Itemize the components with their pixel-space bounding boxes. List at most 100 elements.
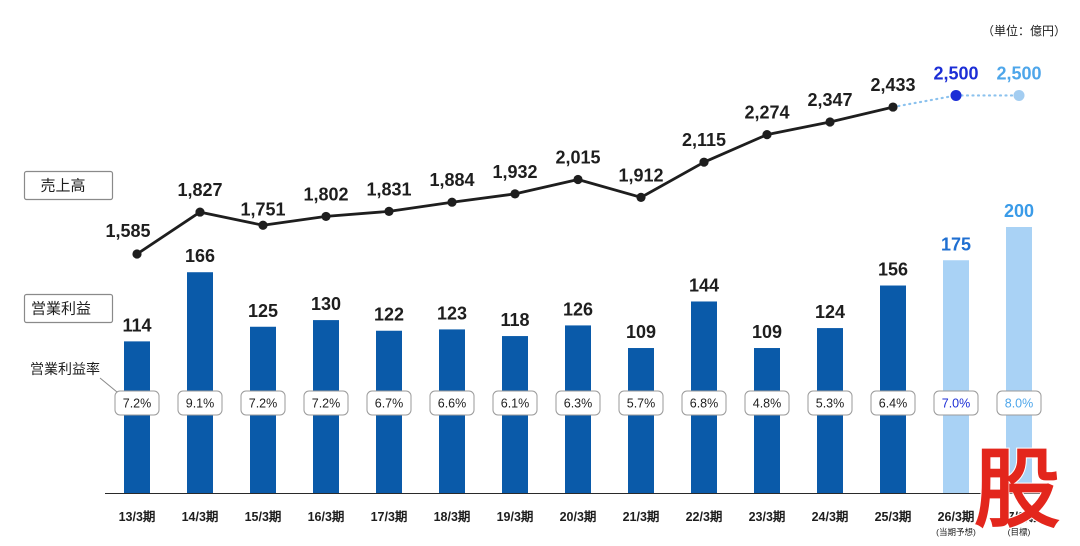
- operating-profit-bar: [943, 260, 969, 493]
- watermark-logo: 股: [974, 442, 1060, 538]
- operating-profit-value-label: 118: [500, 310, 529, 330]
- operating-margin-labels: 7.2% 9.1% 7.2% 7.2% 6.7% 6.6% 6.1% 6.3% 5.7% 6.8%…: [114, 390, 1042, 416]
- sales-legend: 売上高: [23, 170, 114, 201]
- x-tick-label: 27/3期: [1001, 509, 1038, 524]
- operating-margin-label: 7.0%: [933, 390, 979, 416]
- operating-profit-value-label: 109: [752, 322, 782, 342]
- sales-value-label: 1,932: [492, 162, 537, 182]
- sales-points: [132, 89, 1025, 259]
- operating-profit-legend-box: [23, 293, 114, 324]
- operating-profit-value-label: 126: [563, 299, 593, 319]
- sales-point: [699, 157, 709, 167]
- sales-line-segment: [828, 105, 895, 124]
- sales-line: [135, 94, 1021, 256]
- operating-margin-label: 4.8%: [744, 390, 790, 416]
- sales-line-segment: [513, 178, 580, 196]
- sales-value-label: 2,274: [744, 103, 789, 123]
- operating-profit-value-label: 122: [374, 305, 404, 325]
- operating-margin-value: 8.0%: [1005, 397, 1034, 411]
- operating-margin-box: [114, 390, 160, 416]
- sales-line-segment: [639, 160, 706, 199]
- operating-profit-value-label: 130: [311, 294, 341, 314]
- operating-profit-bar: [1006, 227, 1032, 493]
- sales-value-label: 2,500: [996, 63, 1041, 83]
- sales-value-label: 2,115: [682, 130, 726, 150]
- sales-value-label: 1,831: [366, 179, 411, 199]
- operating-margin-box: [492, 390, 538, 416]
- operating-profit-value-label: 144: [689, 275, 719, 295]
- operating-margin-box: [555, 390, 601, 416]
- sales-legend-label: 売上高: [40, 178, 85, 195]
- operating-profit-value-labels: 114 166 125 130 122 123 118 126 109 144 109 124 156 1…: [122, 201, 1034, 342]
- x-tick-label: 18/3期: [434, 509, 471, 524]
- sales-point: [573, 174, 583, 185]
- operating-profit-value-label: 114: [122, 315, 151, 335]
- operating-profit-value-label: 125: [248, 301, 278, 321]
- operating-profit-value-label: 109: [626, 322, 656, 342]
- x-tick-label: 16/3期: [308, 509, 345, 524]
- operating-margin-value: 4.8%: [753, 397, 782, 411]
- operating-margin-box: [933, 390, 979, 416]
- operating-margin-value: 5.7%: [627, 397, 656, 411]
- operating-profit-value-label: 123: [437, 303, 467, 323]
- operating-margin-box: [807, 390, 853, 416]
- x-tick-label: 14/3期: [182, 509, 219, 524]
- operating-margin-box: [429, 390, 475, 416]
- operating-margin-label: 6.3%: [555, 390, 601, 416]
- operating-margin-value: 9.1%: [186, 397, 215, 411]
- sales-point: [447, 197, 457, 207]
- operating-margin-box: [618, 390, 664, 416]
- operating-profit-bar: [628, 348, 654, 493]
- operating-margin-value: 7.2%: [312, 397, 341, 411]
- sales-line-segment: [702, 133, 769, 164]
- sales-value-label: 2,500: [933, 63, 978, 83]
- operating-margin-connector: [99, 377, 118, 393]
- x-tick-label: 15/3期: [245, 509, 282, 524]
- x-tick-label: 23/3期: [749, 509, 786, 524]
- operating-margin-value: 6.8%: [690, 397, 719, 411]
- operating-margin-label: 6.8%: [681, 390, 727, 416]
- sales-legend-box: [23, 170, 114, 201]
- operating-profit-value-label: 166: [185, 246, 215, 266]
- operating-margin-value: 6.6%: [438, 397, 467, 411]
- operating-margin-box: [744, 390, 790, 416]
- sales-line-segment: [198, 210, 265, 227]
- x-tick-label: 22/3期: [686, 509, 723, 524]
- x-tick-label: 25/3期: [875, 509, 912, 524]
- operating-margin-value: 6.3%: [564, 397, 593, 411]
- operating-profit-value-label: 175: [941, 234, 971, 254]
- x-tick-label: 24/3期: [812, 509, 849, 524]
- sales-line-segment: [135, 210, 202, 256]
- operating-margin-box: [177, 390, 223, 416]
- sales-line-segment: [261, 215, 328, 227]
- operating-margin-box: [303, 390, 349, 416]
- sales-value-label: 1,912: [618, 165, 663, 185]
- sales-point: [1013, 89, 1025, 101]
- sales-point: [384, 206, 394, 216]
- sales-line-segment: [324, 209, 391, 218]
- operating-profit-value-label: 124: [815, 302, 845, 322]
- operating-profit-bar: [124, 341, 150, 493]
- x-tick-label: 26/3期: [938, 509, 975, 524]
- operating-profit-bar: [754, 348, 780, 493]
- sales-value-label: 1,585: [105, 221, 150, 241]
- sales-value-labels: 1,585 1,827 1,751 1,802 1,831 1,884 1,932 2,015…: [105, 63, 1041, 241]
- sales-point: [888, 102, 898, 112]
- sales-line-segment: [387, 200, 454, 213]
- sales-line-segment: [576, 178, 643, 199]
- sales-value-label: 1,884: [429, 170, 474, 190]
- operating-profit-value-label: 200: [1004, 201, 1034, 221]
- unit-note: （単位：億円）: [982, 23, 1066, 38]
- operating-profit-legend-label: 営業利益: [31, 301, 91, 318]
- operating-margin-label: 6.7%: [366, 390, 412, 416]
- operating-margin-label: 6.6%: [429, 390, 475, 416]
- sales-value-label: 2,347: [807, 90, 852, 110]
- x-tick-note: (当期予想): [936, 527, 976, 537]
- operating-margin-value: 6.1%: [501, 397, 530, 411]
- operating-margin-value: 6.7%: [375, 397, 404, 411]
- sales-point: [950, 89, 962, 101]
- operating-margin-label: 7.2%: [303, 390, 349, 416]
- sales-point: [258, 220, 268, 230]
- sales-point: [636, 192, 646, 202]
